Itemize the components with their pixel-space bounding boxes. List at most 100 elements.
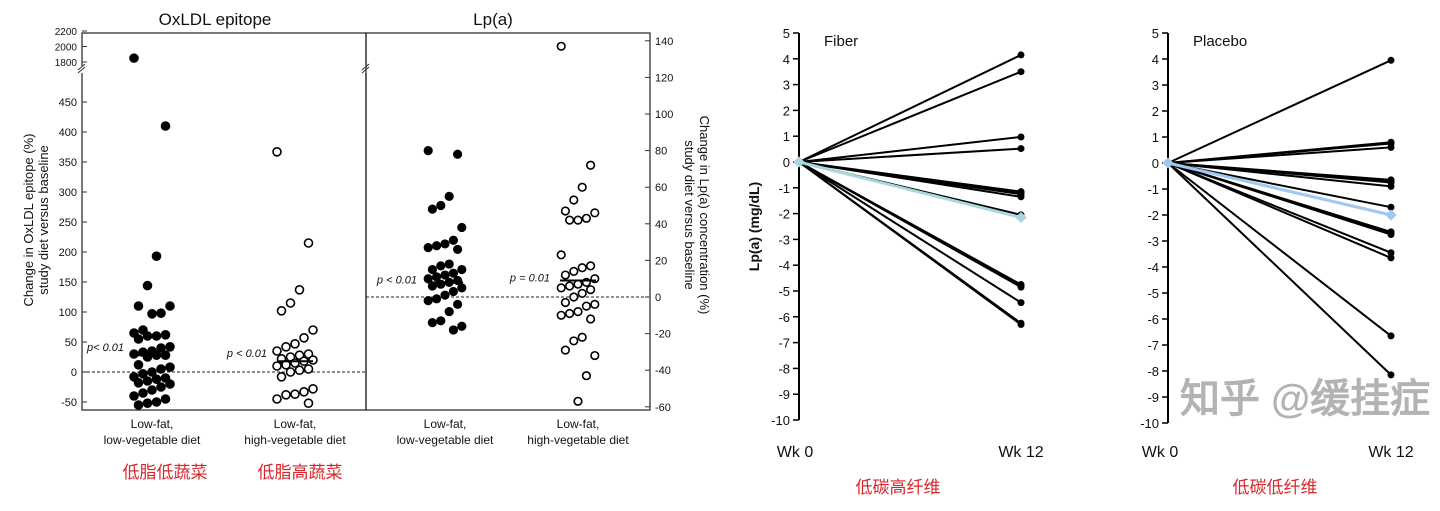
data-point xyxy=(160,329,171,340)
y-tick-label: 2 xyxy=(783,103,790,118)
chinese-category-label: 低脂低蔬菜 xyxy=(123,463,208,482)
y-tick-label: 400 xyxy=(59,127,77,139)
y-tick-label: 50 xyxy=(65,337,77,349)
data-point xyxy=(303,364,314,374)
data-point xyxy=(129,349,139,359)
data-point xyxy=(299,332,309,343)
data-point xyxy=(444,259,454,269)
data-point xyxy=(138,388,148,398)
y-tick-label: 140 xyxy=(655,36,673,48)
data-point xyxy=(160,394,171,404)
data-point xyxy=(564,308,575,319)
data-point xyxy=(448,325,459,335)
plot-frame xyxy=(365,32,651,411)
data-point xyxy=(290,338,300,349)
data-point xyxy=(272,394,282,404)
data-point xyxy=(564,281,575,291)
data-point xyxy=(581,371,592,381)
data-point xyxy=(440,239,450,249)
data-point xyxy=(423,296,433,306)
data-point xyxy=(133,334,144,344)
x-category-label: low-vegetable diet xyxy=(397,433,494,447)
data-point xyxy=(423,242,433,253)
plot-frame xyxy=(81,32,367,411)
data-point xyxy=(272,147,282,157)
data-point xyxy=(1387,249,1395,257)
data-point xyxy=(573,215,583,225)
data-point xyxy=(569,195,579,205)
data-point xyxy=(1387,182,1395,190)
data-point xyxy=(142,331,153,341)
participant-line xyxy=(1167,162,1392,337)
data-point xyxy=(440,290,450,300)
y-tick-label: 60 xyxy=(655,182,667,194)
y-tick-label: 1 xyxy=(783,129,790,144)
data-point xyxy=(1387,203,1395,211)
data-point xyxy=(133,377,144,388)
data-point xyxy=(165,379,175,389)
data-point xyxy=(1017,283,1025,291)
y-axis-label: Lp(a) (mg/dL) xyxy=(746,182,762,271)
p-value-annotation: p = 0.01 xyxy=(509,273,550,285)
y-tick-label: -3 xyxy=(778,232,790,247)
data-point xyxy=(1387,332,1395,340)
y-tick-label: 0 xyxy=(1152,156,1159,171)
participant-line xyxy=(798,161,1022,289)
data-point xyxy=(156,364,166,374)
data-point xyxy=(590,299,600,309)
data-point xyxy=(303,238,314,248)
y-tick-label: 5 xyxy=(1152,26,1159,41)
y-tick-label: -7 xyxy=(1147,338,1159,353)
data-point xyxy=(285,367,296,377)
data-point xyxy=(585,261,596,271)
y-tick-label: -3 xyxy=(1147,234,1159,249)
x-category-label: high-vegetable diet xyxy=(244,433,346,447)
y-tick-label: -2 xyxy=(778,207,790,222)
y-tick-label: 1 xyxy=(1152,130,1159,145)
data-point xyxy=(308,325,318,335)
data-point xyxy=(147,385,157,395)
p-value-annotation: p < 0.01 xyxy=(226,348,267,360)
y-tick-label: -1 xyxy=(778,181,790,196)
data-point xyxy=(585,314,596,324)
participant-line xyxy=(1167,162,1392,188)
y-tick-label: -4 xyxy=(778,258,790,273)
y-tick-label: -8 xyxy=(1147,364,1159,379)
participant-line xyxy=(798,147,1022,163)
data-point xyxy=(165,341,175,352)
data-point xyxy=(556,283,566,293)
data-point xyxy=(1017,321,1025,329)
y-tick-label: 120 xyxy=(655,72,673,84)
data-point xyxy=(444,191,454,201)
data-point xyxy=(453,299,463,309)
data-point xyxy=(151,397,162,407)
participant-line xyxy=(798,161,1022,326)
y-tick-label: 0 xyxy=(655,292,661,304)
data-point xyxy=(1387,231,1395,238)
y-tick-label: -1 xyxy=(1147,182,1159,197)
y-tick-label: -10 xyxy=(771,413,790,428)
y-tick-label: 4 xyxy=(1152,52,1159,67)
x-category-label: Low-fat, xyxy=(131,417,174,431)
data-point xyxy=(573,279,583,289)
data-point xyxy=(151,331,162,341)
data-point xyxy=(299,386,309,397)
panel-title: Fiber xyxy=(824,33,858,50)
data-point xyxy=(585,160,596,170)
y-tick-label: -60 xyxy=(655,402,671,414)
watermark: 知乎 @缓挂症 xyxy=(1180,377,1430,421)
participant-line xyxy=(1167,146,1392,164)
x-tick-label: Wk 12 xyxy=(998,444,1043,461)
data-point xyxy=(156,343,166,353)
data-point xyxy=(457,283,467,293)
data-point xyxy=(1387,143,1395,151)
data-point xyxy=(432,294,442,304)
y-tick-label: 450 xyxy=(59,97,77,109)
data-point xyxy=(448,235,459,245)
y-tick-label: -50 xyxy=(61,397,77,409)
y-tick-label: -5 xyxy=(778,284,790,299)
y-tick-label: 100 xyxy=(59,307,77,319)
data-point xyxy=(294,365,305,376)
y-tick-label: 40 xyxy=(655,219,667,231)
y-tick-label: 300 xyxy=(59,187,77,199)
